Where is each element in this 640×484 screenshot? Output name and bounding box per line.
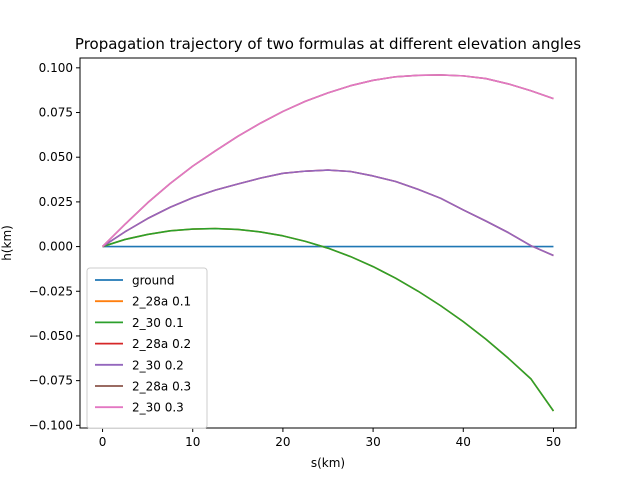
x-tick-label-1: 10	[185, 435, 200, 449]
x-axis-label: s(km)	[311, 456, 345, 470]
x-tick-label-4: 40	[456, 435, 471, 449]
y-tick-label-7: 0.075	[39, 106, 73, 120]
x-tick-label-3: 30	[365, 435, 380, 449]
x-tick-label-0: 0	[99, 435, 107, 449]
series-layer	[101, 74, 555, 412]
legend-label-1: 2_28a 0.1	[132, 295, 191, 309]
series-line-4	[102, 169, 554, 257]
series-line-2	[102, 227, 555, 412]
y-tick-label-4: 0.000	[39, 240, 73, 254]
legend-label-3: 2_28a 0.2	[132, 337, 191, 351]
x-axis: 0 10 20 30 40 50	[99, 428, 561, 449]
x-tick-label-2: 20	[275, 435, 290, 449]
y-axis-label: h(km)	[0, 225, 14, 261]
legend-box	[86, 267, 208, 429]
legend-label-4: 2_30 0.2	[132, 358, 184, 372]
y-tick-label-0: −0.100	[29, 418, 73, 432]
chart-title: Propagation trajectory of two formulas a…	[75, 35, 581, 53]
legend-label-0: ground	[132, 274, 174, 288]
legend-label-2: 2_30 0.1	[132, 316, 184, 330]
y-tick-label-5: 0.025	[39, 195, 73, 209]
y-axis: −0.100 −0.075 −0.050 −0.025 0.000 0.025 0.050 0…	[29, 61, 80, 432]
y-tick-label-6: 0.050	[39, 150, 73, 164]
x-tick-label-5: 50	[546, 435, 561, 449]
plot-frame	[79, 57, 577, 429]
y-tick-label-2: −0.050	[29, 329, 73, 343]
series-line-6	[101, 74, 554, 248]
y-tick-label-3: −0.025	[29, 284, 73, 298]
y-tick-label-8: 0.100	[39, 61, 73, 75]
legend: ground 2_28a 0.1 2_30 0.1 2_28a 0.2 2_30 0.2…	[86, 267, 208, 429]
legend-label-6: 2_30 0.3	[132, 401, 184, 415]
y-tick-label-1: −0.075	[29, 374, 73, 388]
legend-label-5: 2_28a 0.3	[132, 380, 191, 394]
